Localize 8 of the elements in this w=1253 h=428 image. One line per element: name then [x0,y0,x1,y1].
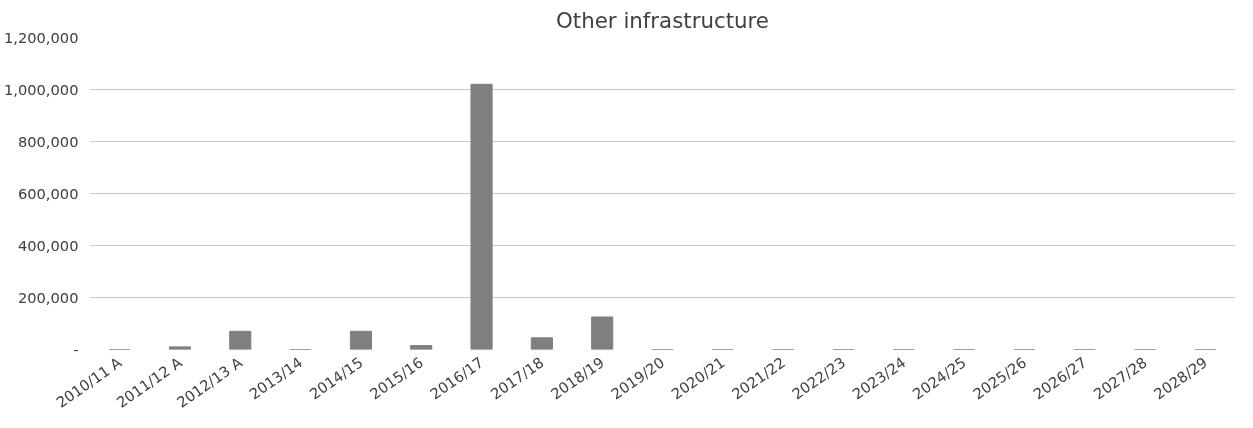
y-tick-label: 600,000 [17,184,79,202]
y-tick-label: 200,000 [17,288,79,306]
y-tick-label: 1,200,000 [3,28,79,46]
chart-title: Other infrastructure [556,7,769,33]
y-tick-label: - [73,340,79,358]
y-tick-label: 1,000,000 [3,80,79,98]
y-tick-label: 800,000 [17,132,79,150]
y-tick-label: 400,000 [17,236,79,254]
